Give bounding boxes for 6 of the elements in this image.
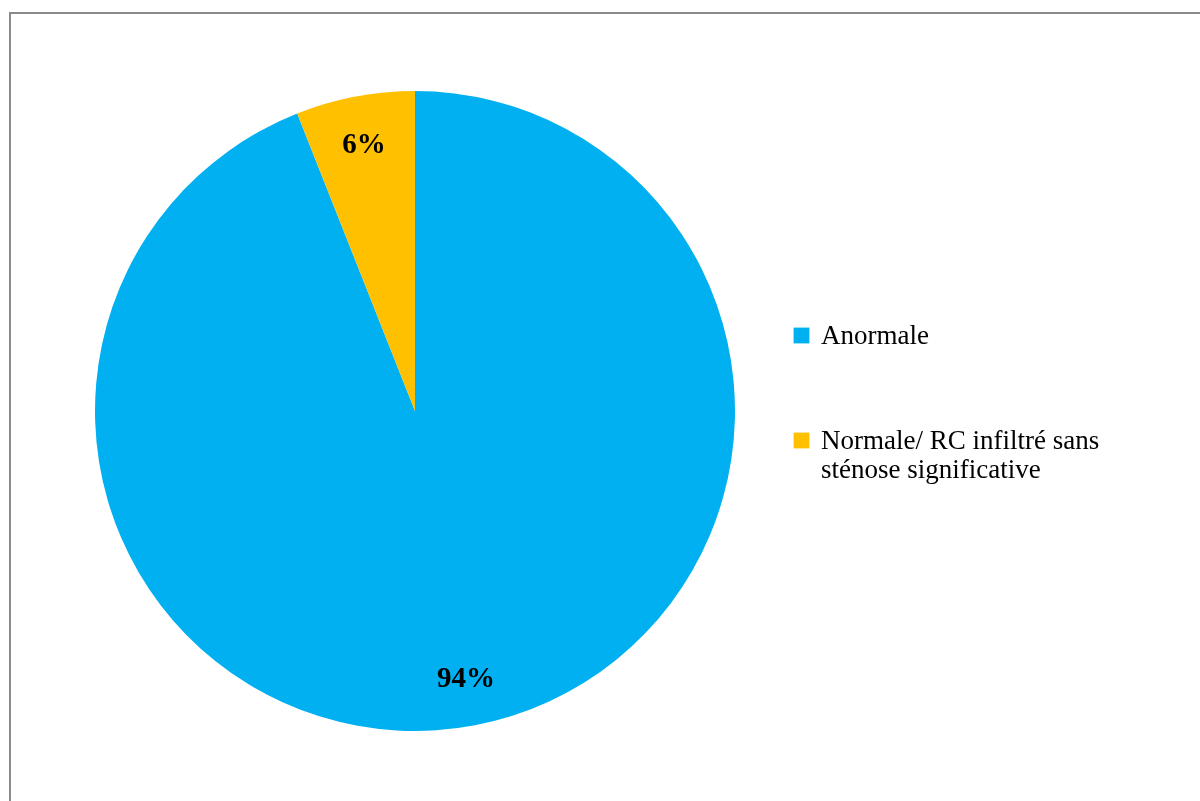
data-label: 6% (342, 126, 386, 159)
legend-label: Anormale (821, 319, 929, 350)
data-label: 94% (436, 661, 495, 694)
legend-label: Normale/ RC infiltré sans sténose significative (821, 424, 1100, 484)
pie-slice (297, 91, 415, 411)
pie-slice (95, 91, 735, 731)
